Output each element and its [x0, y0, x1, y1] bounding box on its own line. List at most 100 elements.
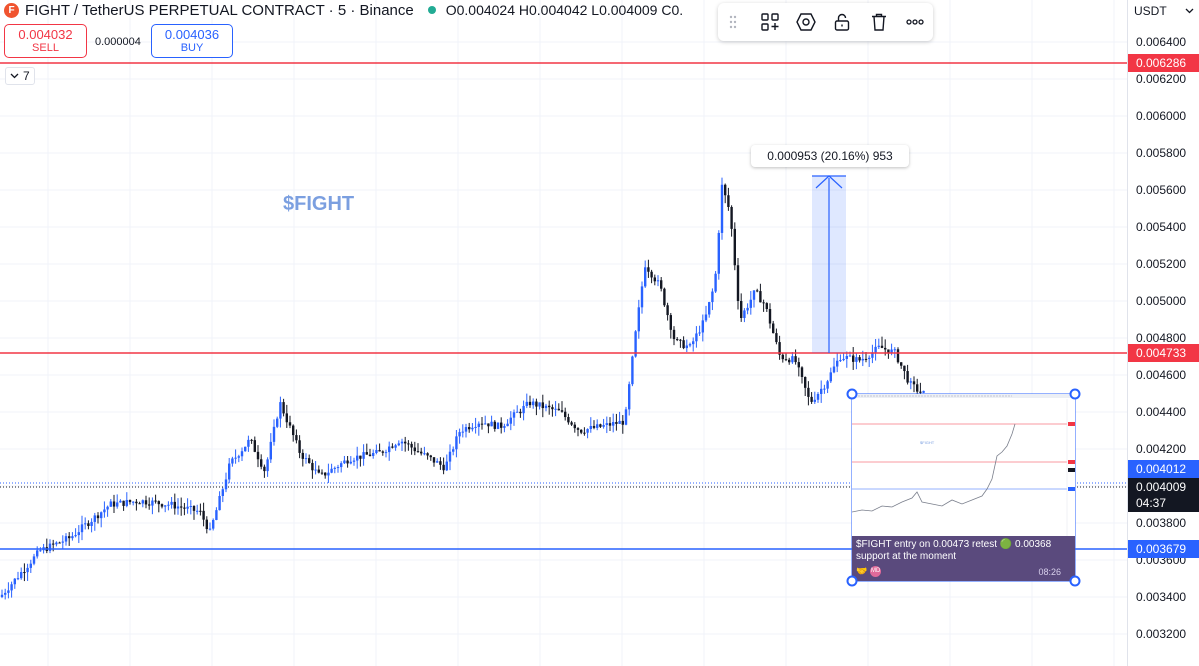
chat-message: $FIGHT entry on 0.00473 retest 🟢 0.00368… [852, 536, 1075, 581]
chart-pane[interactable]: F FIGHT / TetherUS PERPETUAL CONTRACT · … [0, 0, 1127, 666]
sell-button[interactable]: 0.004032 SELL [4, 24, 87, 58]
sell-label: SELL [32, 42, 59, 54]
candle-body [890, 349, 893, 354]
candle-body [138, 503, 141, 505]
candle-body [749, 299, 752, 308]
candle-body [445, 461, 448, 471]
candle-body [730, 206, 733, 229]
chart-text-annotation[interactable]: $FIGHT [283, 193, 355, 215]
candle-body [186, 506, 189, 509]
currency-label: USDT [1134, 4, 1167, 18]
candle-body [141, 500, 144, 504]
candle-body [429, 455, 432, 458]
candle-body [471, 427, 474, 430]
price-tick-label: 0.005800 [1136, 146, 1187, 160]
candle-body [189, 506, 192, 508]
candle-body [535, 401, 538, 407]
price-scale[interactable]: USDT 0.006400 0.006200 0.006000 0.005800 0.0… [1127, 0, 1199, 666]
candle-body [231, 458, 234, 464]
candle-body [413, 447, 416, 452]
candle-body [375, 450, 378, 453]
drawing-handle-top-right[interactable] [1069, 388, 1081, 400]
drag-grip-icon[interactable] [726, 3, 739, 41]
candle-body [74, 535, 77, 537]
candle-body [650, 271, 653, 278]
candle-body [820, 388, 823, 394]
pasted-image-drawing[interactable]: $FIGHT $FIGHT entry on 0.00473 retest 🟢 … [852, 394, 1075, 581]
candle-body [701, 320, 704, 333]
candle-body [400, 441, 404, 444]
candle-body [29, 563, 32, 568]
candle-body [884, 347, 887, 350]
candle-body [39, 550, 42, 552]
support-price-tag: 0.003679 [1128, 540, 1199, 558]
candle-body [640, 286, 644, 308]
candle-body [359, 455, 362, 459]
candle-body [480, 423, 484, 425]
candle-body [772, 323, 775, 334]
candle-body [256, 451, 260, 460]
candle-body [384, 452, 388, 454]
candle-body [871, 352, 874, 358]
price-tick-label: 0.006000 [1136, 109, 1187, 123]
candle-body [352, 460, 356, 462]
candle-body [10, 584, 13, 591]
price-tick-label: 0.006200 [1136, 72, 1187, 86]
candle-body [432, 457, 436, 463]
candle-body [855, 357, 858, 362]
candle-body [874, 346, 877, 353]
candle-body [669, 315, 672, 330]
candle-body [823, 388, 826, 390]
delete-button[interactable] [860, 3, 896, 41]
symbol-title[interactable]: FIGHT / TetherUS PERPETUAL CONTRACT · 5 … [25, 1, 414, 19]
candle-body [304, 458, 308, 460]
candle-body [87, 523, 90, 527]
message-time: 08:26 [1038, 567, 1061, 577]
candle-body [135, 501, 138, 504]
candle-body [292, 425, 295, 436]
add-to-layout-button[interactable] [751, 3, 787, 41]
candle-body [880, 345, 884, 348]
candle-body [765, 303, 768, 310]
currency-select[interactable]: USDT [1134, 2, 1194, 20]
candle-body [464, 427, 468, 432]
candle-body [343, 460, 346, 464]
drawing-handle-bottom-right[interactable] [1069, 575, 1081, 587]
mini-chart-screenshot: $FIGHT [852, 394, 1075, 536]
candle-body [112, 501, 116, 507]
settings-button[interactable] [788, 3, 824, 41]
candle-body [746, 307, 749, 311]
candle-body [122, 500, 125, 506]
candle-body [368, 454, 372, 456]
buy-label: BUY [180, 42, 204, 54]
candle-body [68, 536, 71, 539]
candle-body [404, 441, 407, 444]
candle-body [391, 446, 394, 448]
candle-body [512, 412, 516, 418]
buy-button[interactable]: 0.004036 BUY [151, 24, 233, 58]
candle-body [708, 302, 711, 315]
candle-body [32, 556, 36, 564]
indicators-toggle[interactable]: 7 [5, 67, 35, 85]
candle-body [644, 267, 647, 287]
candle-body [356, 455, 359, 461]
more-button[interactable] [897, 3, 933, 41]
candle-body [624, 409, 628, 425]
candle-body [285, 413, 288, 423]
drawing-handle-bottom-left[interactable] [846, 575, 858, 587]
candle-body [564, 411, 567, 418]
candle-body [752, 290, 756, 300]
price-tick-label: 0.003200 [1136, 627, 1187, 641]
symbol-logo: F [4, 2, 19, 18]
candle-body [919, 391, 922, 393]
candle-body [311, 462, 314, 471]
candle-body [260, 459, 263, 467]
candle-body [436, 461, 439, 463]
drawing-handle-top-left[interactable] [846, 388, 858, 400]
candle-body [554, 408, 557, 410]
candle-body [132, 501, 135, 503]
price-tick-label: 0.005200 [1136, 257, 1187, 271]
candle-body [461, 431, 464, 433]
lock-button[interactable] [824, 3, 860, 41]
candle-body [212, 519, 215, 529]
